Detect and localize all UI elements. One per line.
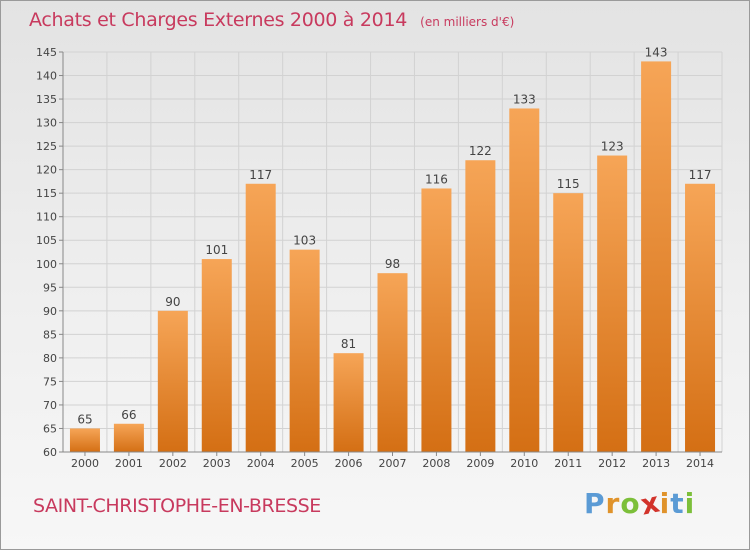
x-tick-label-2014: 2014 — [686, 457, 714, 470]
logo-letter: P — [584, 487, 606, 520]
data-label-2010: 133 — [513, 92, 536, 106]
logo-letter: o — [620, 487, 641, 520]
axes — [59, 51, 722, 456]
bar-2004 — [245, 183, 276, 452]
bar-2000 — [69, 428, 100, 452]
data-label-2002: 90 — [165, 295, 180, 309]
x-tick-label-2007: 2007 — [379, 457, 407, 470]
y-tick-label-70: 70 — [43, 399, 57, 412]
chart-subtitle: (en milliers d'€) — [420, 15, 515, 29]
y-tick-label-80: 80 — [43, 352, 57, 365]
bar-2012 — [597, 155, 628, 452]
data-label-2004: 117 — [249, 168, 272, 182]
bar-2014 — [685, 183, 716, 452]
data-label-2005: 103 — [293, 234, 316, 248]
bar-2013 — [641, 61, 672, 452]
y-tick-label-130: 130 — [36, 117, 57, 130]
x-tick-label-2003: 2003 — [203, 457, 231, 470]
bar-2011 — [553, 193, 584, 453]
y-tick-label-115: 115 — [36, 187, 57, 200]
y-tick-label-135: 135 — [36, 93, 57, 106]
y-tick-label-140: 140 — [36, 70, 57, 83]
data-label-2003: 101 — [205, 243, 228, 257]
bar-2006 — [333, 353, 364, 452]
data-label-2009: 122 — [469, 144, 492, 158]
bar-2008 — [421, 188, 452, 452]
y-tick-label-145: 145 — [36, 46, 57, 59]
bar-2005 — [289, 249, 320, 452]
y-tick-label-105: 105 — [36, 234, 57, 247]
x-tick-label-2012: 2012 — [598, 457, 626, 470]
bar-2007 — [377, 273, 408, 452]
data-label-2007: 98 — [385, 257, 400, 271]
x-tick-label-2005: 2005 — [291, 457, 319, 470]
x-tick-label-2010: 2010 — [510, 457, 538, 470]
data-label-2014: 117 — [689, 168, 712, 182]
chart-title-row: Achats et Charges Externes 2000 à 2014 (… — [29, 9, 514, 31]
x-tick-label-2004: 2004 — [247, 457, 275, 470]
bars — [69, 61, 716, 453]
y-tick-label-85: 85 — [43, 328, 57, 341]
data-label-2011: 115 — [557, 177, 580, 191]
x-tick-label-2013: 2013 — [642, 457, 670, 470]
logo-letter: i — [684, 487, 696, 520]
logo-letter: t — [670, 487, 685, 520]
data-label-2013: 143 — [645, 45, 668, 59]
y-tick-label-110: 110 — [36, 211, 57, 224]
chart-title: Achats et Charges Externes 2000 à 2014 — [29, 9, 408, 31]
proxiti-logo: Proxiti — [584, 485, 696, 521]
y-tick-label-75: 75 — [43, 375, 57, 388]
labels: 60 65 70 75 80 85 90 95 100 105 110 115 120 125 130 135… — [36, 45, 714, 470]
x-tick-label-2000: 2000 — [71, 457, 99, 470]
x-tick-label-2001: 2001 — [115, 457, 143, 470]
y-tick-label-120: 120 — [36, 164, 57, 177]
x-tick-label-2011: 2011 — [554, 457, 582, 470]
x-tick-label-2002: 2002 — [159, 457, 187, 470]
y-tick-label-60: 60 — [43, 446, 57, 459]
commune-name: SAINT-CHRISTOPHE-EN-BRESSE — [33, 495, 321, 517]
x-tick-label-2006: 2006 — [335, 457, 363, 470]
y-tick-label-125: 125 — [36, 140, 57, 153]
data-label-2008: 116 — [425, 172, 448, 186]
y-tick-label-95: 95 — [43, 281, 57, 294]
bar-2009 — [465, 160, 496, 452]
bar-2010 — [509, 108, 540, 453]
data-label-2006: 81 — [341, 337, 356, 351]
data-label-2001: 66 — [121, 408, 136, 422]
bar-2001 — [113, 423, 144, 452]
y-tick-label-100: 100 — [36, 258, 57, 271]
y-tick-label-65: 65 — [43, 422, 57, 435]
bar-2003 — [201, 259, 232, 452]
data-label-2000: 65 — [77, 412, 92, 426]
x-tick-label-2008: 2008 — [422, 457, 450, 470]
bar-2002 — [157, 310, 188, 452]
y-tick-label-90: 90 — [43, 305, 57, 318]
data-label-2012: 123 — [601, 140, 624, 154]
x-tick-label-2009: 2009 — [466, 457, 494, 470]
logo-letter: r — [605, 487, 621, 520]
logo-letter: i — [659, 487, 671, 520]
